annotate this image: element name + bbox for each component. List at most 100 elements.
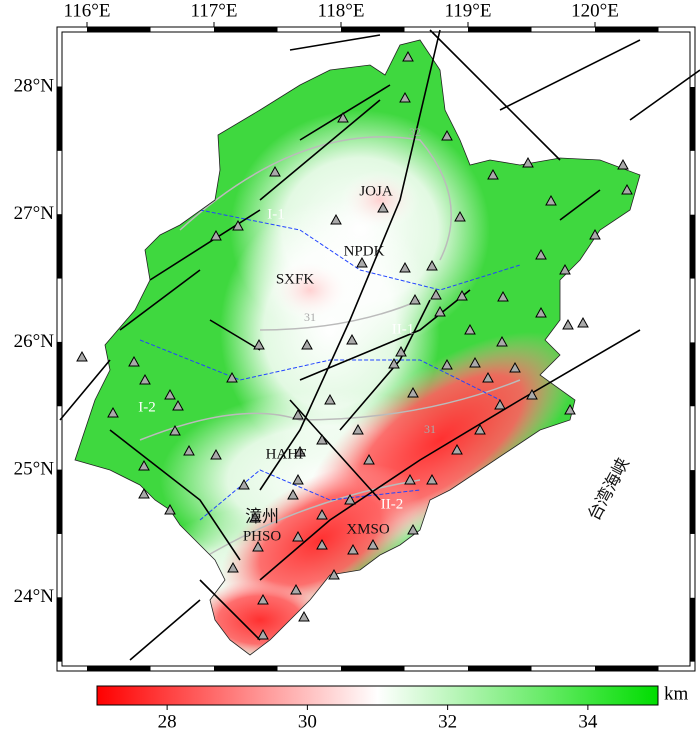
station-marker — [346, 333, 358, 345]
station-marker — [617, 158, 629, 170]
station-marker — [352, 423, 364, 435]
frame-segment — [214, 666, 278, 671]
frame-segment — [57, 342, 62, 407]
frame-segment — [468, 666, 532, 671]
frame-segment — [57, 470, 62, 534]
station-marker — [430, 288, 442, 300]
station-marker — [290, 583, 302, 595]
region-label: I-2 — [138, 399, 156, 415]
frame-segment — [595, 27, 659, 32]
station-marker — [441, 129, 453, 141]
station-marker — [316, 538, 328, 550]
station-label: PHSO — [243, 528, 282, 544]
station-marker — [316, 433, 328, 445]
station-label: JOJA — [359, 183, 393, 199]
lon-tick-label: 117°E — [191, 0, 238, 21]
station-marker — [183, 444, 195, 456]
station-marker — [238, 478, 250, 490]
station-label: XMSO — [346, 521, 390, 537]
station-marker — [564, 403, 576, 415]
station-marker — [138, 459, 150, 471]
station-marker — [559, 263, 571, 275]
lat-tick-label: 27°N — [14, 203, 55, 224]
station-marker — [226, 371, 238, 383]
station-marker — [469, 356, 481, 368]
frame-segment — [341, 666, 405, 671]
station-marker — [409, 293, 421, 305]
lat-tick-label: 28°N — [14, 75, 55, 96]
station-marker — [210, 448, 222, 460]
station-marker — [456, 289, 468, 301]
station-marker — [388, 357, 400, 369]
station-marker — [464, 323, 476, 335]
station-marker — [337, 111, 349, 123]
station-marker — [107, 406, 119, 418]
map-frame: 116°E 117°E 118°E 119°E 120°E 24°N 25°N 26°N 27°… — [14, 0, 696, 672]
station-marker — [377, 201, 389, 213]
station-marker — [535, 248, 547, 260]
station-marker — [522, 156, 534, 168]
lat-tick-label: 24°N — [14, 586, 55, 607]
frame-segment — [57, 87, 62, 151]
station-marker — [482, 371, 494, 383]
station-marker — [269, 165, 281, 177]
station-marker — [454, 210, 466, 222]
station-marker — [526, 388, 538, 400]
station-marker — [407, 386, 419, 398]
frame-segment — [341, 27, 405, 32]
frame-segment — [214, 27, 278, 32]
station-marker — [324, 393, 336, 405]
lon-tick-label: 118°E — [318, 0, 365, 21]
station-marker — [292, 408, 304, 420]
station-marker — [253, 338, 265, 350]
station-marker — [441, 358, 453, 370]
station-marker — [589, 228, 601, 240]
place-label: 漳州 — [245, 507, 279, 526]
station-label: HAHF — [266, 446, 307, 462]
station-marker — [494, 398, 506, 410]
station-marker — [344, 493, 356, 505]
station-marker — [496, 335, 508, 347]
place-label: 台湾海峡 — [584, 455, 633, 524]
station-marker — [407, 523, 419, 535]
station-marker — [227, 561, 239, 573]
station-marker — [577, 316, 589, 328]
frame-segment — [690, 87, 695, 151]
station-marker — [249, 511, 261, 523]
station-marker — [621, 183, 633, 195]
contour-label: 32 — [409, 125, 421, 139]
station-marker — [172, 399, 184, 411]
station-marker — [535, 306, 547, 318]
region-label: I-1 — [267, 206, 285, 222]
faults — [59, 29, 700, 661]
contour-label: 31 — [304, 310, 316, 324]
colorbar-tick-label: 28 — [158, 711, 177, 732]
region-label: II-2 — [381, 496, 404, 512]
station-marker — [347, 543, 359, 555]
frame-segment — [468, 27, 532, 32]
station-marker — [301, 338, 313, 350]
region-label: II-1 — [392, 321, 415, 337]
station-marker — [252, 540, 264, 552]
frame-segment — [87, 27, 151, 32]
station-marker — [399, 91, 411, 103]
station-marker — [395, 345, 407, 357]
station-marker — [76, 350, 88, 362]
frame-segment — [595, 666, 659, 671]
station-marker — [287, 488, 299, 500]
station-marker — [399, 261, 411, 273]
contour-label: 31 — [424, 422, 436, 436]
station-marker — [257, 628, 269, 640]
colorbar-tick-label: 32 — [438, 711, 457, 732]
frame-segment — [57, 597, 62, 662]
lat-tick-label: 26°N — [14, 331, 55, 352]
station-label: SXFK — [276, 271, 315, 287]
station-marker — [509, 361, 521, 373]
colorbar-unit: km — [664, 683, 689, 704]
station-marker — [292, 473, 304, 485]
station-marker — [210, 229, 222, 241]
station-marker — [497, 290, 509, 302]
station-marker — [294, 445, 306, 457]
velocity-field — [75, 40, 640, 655]
